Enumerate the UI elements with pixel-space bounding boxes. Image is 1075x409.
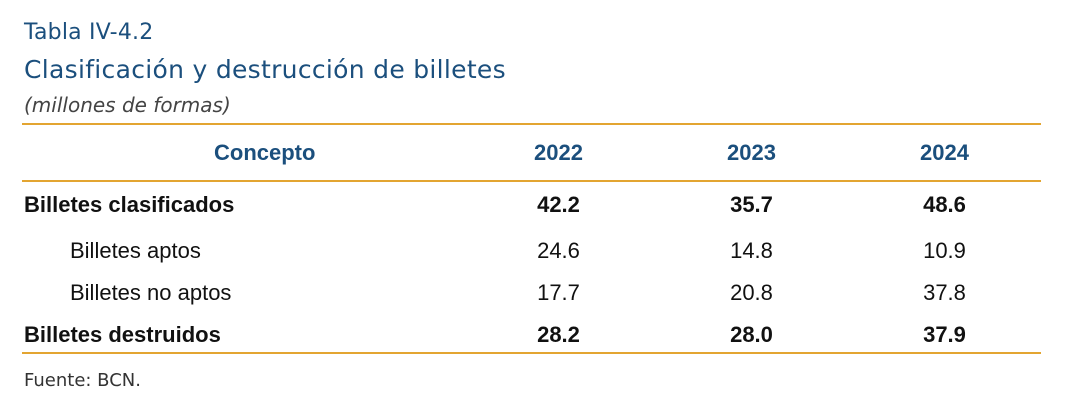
row-label: Billetes clasificados	[24, 192, 235, 217]
bottom-rule	[22, 352, 1041, 354]
cell-2023: 14.8	[730, 238, 773, 263]
table-title: Clasificación y destrucción de billetes	[24, 55, 506, 84]
source-note: Fuente: BCN.	[24, 370, 141, 391]
cell-2024: 37.8	[923, 280, 966, 305]
table-row: Billetes destruidos 28.2 28.0 37.9	[22, 314, 1041, 356]
column-header-2024: 2024	[920, 140, 969, 165]
cell-2022: 17.7	[537, 280, 580, 305]
top-rule	[22, 123, 1041, 125]
table-row: Billetes clasificados 42.2 35.7 48.6	[22, 180, 1041, 230]
table-number: Tabla IV-4.2	[24, 20, 154, 45]
row-label: Billetes destruidos	[24, 322, 221, 347]
row-label: Billetes no aptos	[70, 280, 232, 305]
cell-2024: 37.9	[923, 322, 966, 347]
cell-2023: 20.8	[730, 280, 773, 305]
table-row: Billetes no aptos 17.7 20.8 37.8	[22, 272, 1041, 314]
header-rule	[22, 180, 1041, 182]
column-header-concepto: Concepto	[214, 140, 316, 165]
cell-2022: 28.2	[537, 322, 580, 347]
row-label: Billetes aptos	[70, 238, 201, 263]
table-units: (millones de formas)	[24, 93, 231, 117]
header-row: Concepto 2022 2023 2024	[22, 126, 1041, 180]
cell-2024: 48.6	[923, 192, 966, 217]
data-table: Concepto 2022 2023 2024 Billetes clasifi…	[22, 126, 1041, 356]
cell-2022: 42.2	[537, 192, 580, 217]
column-header-2023: 2023	[727, 140, 776, 165]
cell-2023: 28.0	[730, 322, 773, 347]
column-header-2022: 2022	[534, 140, 583, 165]
cell-2024: 10.9	[923, 238, 966, 263]
table-row: Billetes aptos 24.6 14.8 10.9	[22, 230, 1041, 272]
cell-2022: 24.6	[537, 238, 580, 263]
cell-2023: 35.7	[730, 192, 773, 217]
